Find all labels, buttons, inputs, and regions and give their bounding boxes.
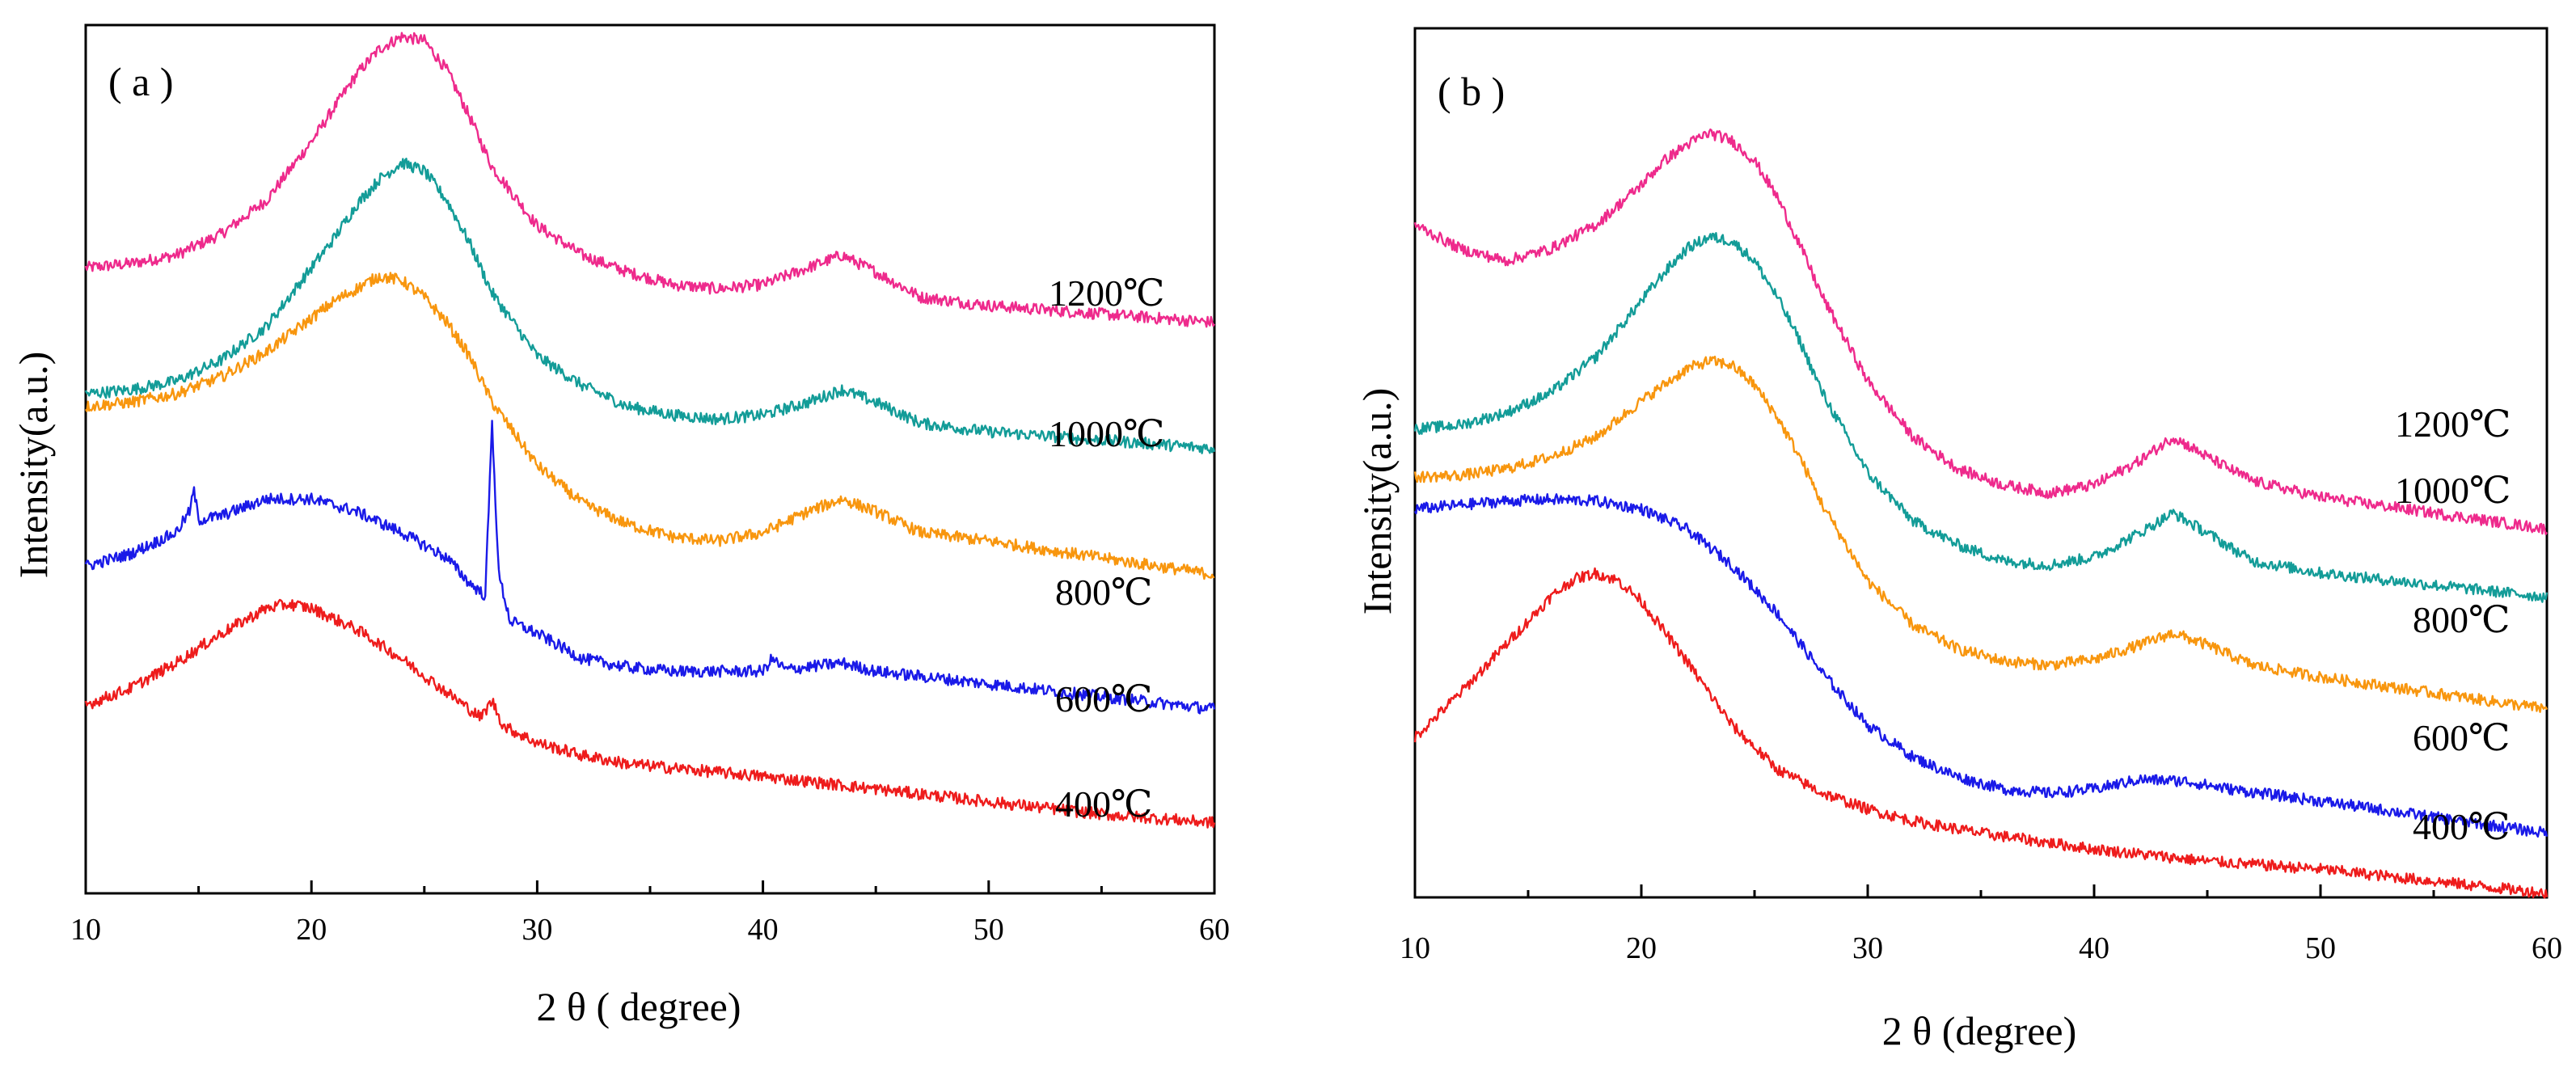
x-tick-label: 20 xyxy=(296,913,327,947)
panel-a-x-axis-label: 2 θ ( degree) xyxy=(537,984,741,1029)
series-label-1000: 1000℃ xyxy=(1049,413,1164,454)
x-tick-label: 30 xyxy=(1852,931,1883,965)
series-label-1200: 1200℃ xyxy=(1049,272,1164,314)
panel-a-plot-frame xyxy=(84,23,1216,895)
x-tick-label: 10 xyxy=(70,913,101,947)
series-label-400: 400℃ xyxy=(2413,806,2510,847)
series-line-1200c xyxy=(84,32,1216,328)
series-line-1200c xyxy=(1413,128,2549,535)
x-tick-label: 30 xyxy=(522,913,552,947)
panel-b-y-axis-label: Intensity(a.u.) xyxy=(1354,388,1400,614)
x-tick-label: 40 xyxy=(2079,931,2109,965)
panel-a-chart: 10 20 30 40 50 60 ( a ) 2 θ ( degree) Intensi… xyxy=(11,23,1230,1029)
x-tick-label: 60 xyxy=(1199,913,1230,947)
panel-b-series-labels: 1200℃ 1000℃ 800℃ 600℃ 400℃ xyxy=(2395,403,2511,847)
panel-b-x-axis-label: 2 θ (degree) xyxy=(1882,1008,2076,1053)
series-line-400c xyxy=(1413,567,2549,899)
panel-a-label: ( a ) xyxy=(108,59,174,104)
panel-b-label: ( b ) xyxy=(1438,69,1505,114)
x-tick-label: 10 xyxy=(1400,931,1430,965)
panel-b-x-ticks: 10 20 30 40 50 60 xyxy=(1400,884,2562,965)
series-label-600: 600℃ xyxy=(2413,717,2510,758)
panel-b-chart: 10 20 30 40 50 60 ( b ) 2 θ (degree) Intensit… xyxy=(1354,27,2562,1053)
panel-a-series-group xyxy=(84,32,1216,829)
series-label-1200: 1200℃ xyxy=(2395,403,2511,445)
series-line-1000c xyxy=(84,158,1216,454)
series-label-800: 800℃ xyxy=(2413,599,2510,640)
x-tick-label: 60 xyxy=(2532,931,2562,965)
series-label-600: 600℃ xyxy=(1055,678,1152,720)
series-label-400: 400℃ xyxy=(1055,783,1152,825)
series-line-1000c xyxy=(1413,232,2549,603)
panel-b-series-group xyxy=(1413,128,2549,899)
series-label-1000: 1000℃ xyxy=(2395,470,2511,511)
x-tick-label: 50 xyxy=(2305,931,2336,965)
panel-a-series-labels: 1200℃ 1000℃ 800℃ 600℃ 400℃ xyxy=(1049,272,1164,825)
x-tick-label: 40 xyxy=(748,913,779,947)
x-tick-label: 50 xyxy=(973,913,1004,947)
panel-a-x-ticks: 10 20 30 40 50 60 xyxy=(70,880,1230,947)
x-tick-label: 20 xyxy=(1626,931,1657,965)
series-line-800c xyxy=(84,272,1215,580)
series-line-600c xyxy=(84,420,1216,715)
panel-b-plot-frame xyxy=(1413,27,2549,899)
series-label-800: 800℃ xyxy=(1055,572,1152,613)
series-line-800c xyxy=(1413,355,2549,713)
panel-a-y-axis-label: Intensity(a.u.) xyxy=(11,352,56,578)
series-line-600c xyxy=(1413,493,2549,838)
series-line-400c xyxy=(84,598,1216,829)
